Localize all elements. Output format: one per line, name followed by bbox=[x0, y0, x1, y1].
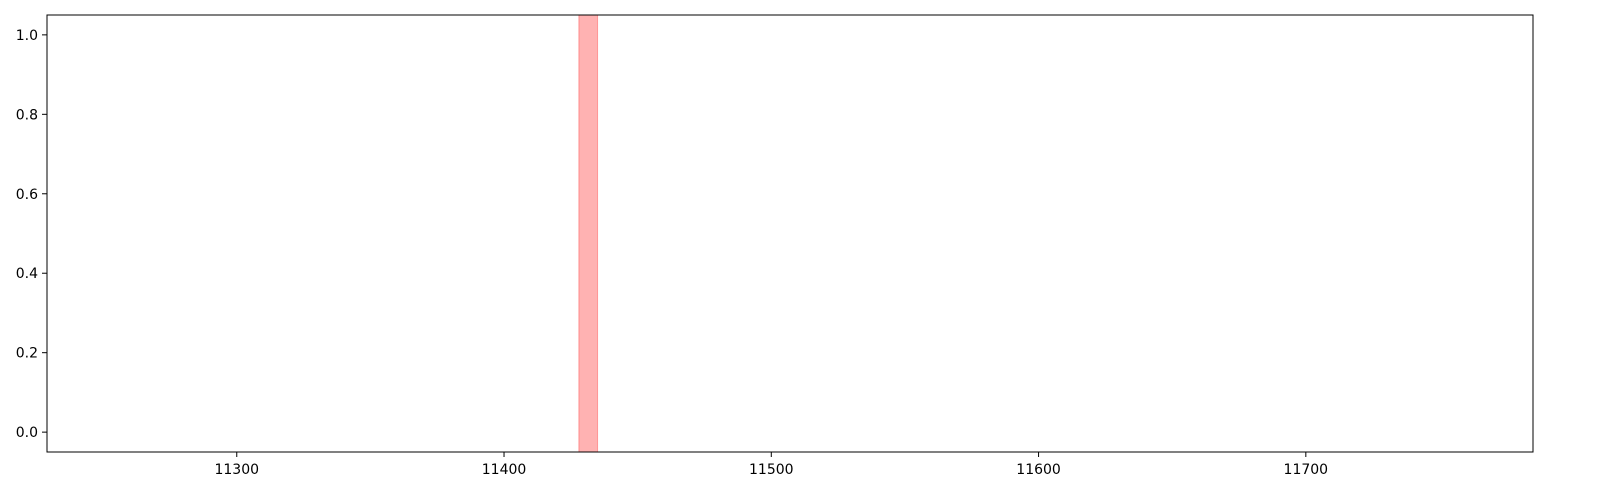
highlight-span-0 bbox=[578, 14, 599, 453]
y-tick-label: 0.0 bbox=[16, 425, 38, 441]
x-axis-ticks: 11300 11400 11500 11600 11700 bbox=[214, 452, 1328, 478]
y-tick-label: 0.2 bbox=[16, 346, 38, 362]
highlight-spans bbox=[578, 14, 599, 453]
y-tick-label: 0.6 bbox=[16, 187, 38, 203]
y-tick-label: 1.0 bbox=[16, 28, 38, 44]
x-tick-label: 11500 bbox=[749, 462, 794, 478]
x-tick-label: 11700 bbox=[1284, 462, 1329, 478]
x-tick-label: 11400 bbox=[482, 462, 527, 478]
y-tick-label: 0.8 bbox=[16, 107, 38, 123]
x-tick-label: 11600 bbox=[1016, 462, 1061, 478]
y-tick-label: 0.4 bbox=[16, 266, 38, 282]
x-tick-label: 11300 bbox=[214, 462, 259, 478]
y-axis-ticks: 0.0 0.2 0.4 0.6 0.8 1.0 bbox=[16, 28, 47, 441]
plot-frame bbox=[46, 14, 1534, 453]
